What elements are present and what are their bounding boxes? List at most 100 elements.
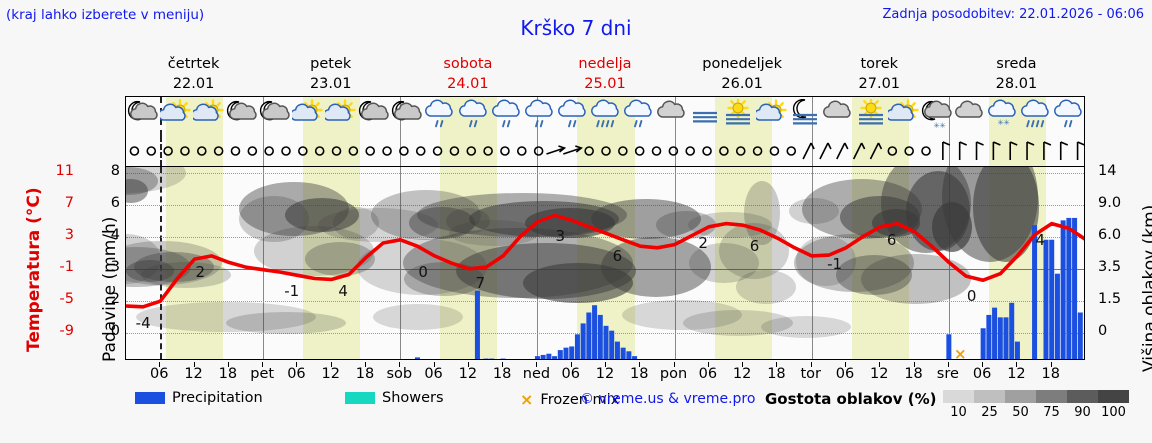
gridline-2: [126, 236, 1084, 238]
cloud-blob-17: [409, 207, 475, 239]
tick-c-1: 9.0: [1098, 194, 1122, 211]
temperature-label-5: 7: [475, 274, 486, 293]
x-label-11: ned: [522, 366, 551, 382]
precipitation-bar: [986, 314, 992, 359]
cloud-density-colorbar-labels: 10 25 50 75 90 100: [943, 405, 1129, 420]
copyright-link[interactable]: © vreme.us & vreme.pro: [580, 391, 756, 407]
cloud-icon: [822, 99, 854, 133]
tick-t-5: -9: [59, 322, 74, 339]
frozen-mix-marker: ×: [954, 345, 967, 360]
precipitation-bar: [592, 305, 598, 359]
cloud-sleet-icon: ✳ ✳: [987, 99, 1019, 133]
sun-fog-icon: [722, 99, 754, 133]
cloud-blob-11: [285, 198, 359, 232]
day-header-2: sobota 24.01: [399, 52, 536, 96]
cloud-blob-16: [371, 190, 481, 240]
cloud-blob-41: [794, 234, 914, 292]
density-swatch-5: [1098, 390, 1129, 403]
density-tick-1: 25: [981, 405, 998, 420]
temperature-label-0: -4: [135, 313, 151, 332]
daylight-band-0: [166, 136, 224, 166]
precipitation-bar: [1043, 239, 1049, 359]
temperature-label-8: 2: [698, 233, 708, 252]
day-name: nedelja: [578, 56, 632, 72]
cloud-blob-5: [126, 260, 174, 282]
day-separator-4: [674, 167, 676, 359]
density-tick-0: 10: [950, 405, 967, 420]
precipitation-bar: [992, 307, 998, 359]
cloud-blob-32: [689, 243, 759, 283]
day-date: 26.01: [721, 76, 763, 92]
day-separator-5: [811, 167, 813, 359]
x-label-15: pon: [659, 366, 688, 382]
x-label-3: pet: [250, 366, 275, 382]
density-swatch-1: [974, 390, 1005, 403]
cloud-blob-36: [789, 198, 839, 224]
current-time-line: [160, 167, 163, 359]
cloud-rain-heavy-icon: [1020, 99, 1052, 133]
day-separator-2: [400, 136, 402, 166]
precipitation-bar: [1054, 273, 1060, 359]
day-header-6: sreda 28.01: [948, 52, 1085, 96]
tick-p-4: 2: [110, 290, 120, 307]
tick-t-4: -5: [59, 290, 74, 307]
x-tick: [1016, 362, 1018, 367]
legend-frozen-mix: × Frozen mix: [520, 390, 619, 409]
tick-c-5: 0: [1098, 322, 1108, 339]
cloud-icon: [656, 99, 688, 133]
temperature-label-6: 3: [555, 227, 566, 246]
x-tick: [776, 362, 778, 367]
cloud-rain-icon: [623, 99, 655, 133]
cloud-blob-54: [761, 316, 851, 338]
precipitation-bar: [1032, 225, 1038, 359]
forecast-plot: × -4 2 -1 4 0 7 3 6 2 6 -1 6 0 4: [125, 166, 1085, 360]
x-tick: [159, 362, 161, 367]
tick-c-0: 14: [1098, 162, 1117, 179]
x-label-10: 18: [492, 366, 512, 382]
location-menu-note[interactable]: (kraj lahko izberete v meniju): [6, 7, 205, 23]
x-tick: [913, 362, 915, 367]
day-header-strip: četrtek 22.01 petek 23.01 sobota 24.01 nedelja…: [125, 52, 1085, 96]
x-label-2: 18: [218, 366, 238, 382]
moon-snow-icon: ✳ ✳: [921, 99, 953, 133]
cloud-blob-2: [126, 179, 148, 203]
precipitation-bar: [1049, 239, 1055, 359]
sun-cloud-icon: [755, 99, 788, 133]
density-tick-2: 50: [1012, 405, 1029, 420]
tick-p-2: 4: [110, 226, 120, 243]
x-label-21: 12: [870, 366, 889, 382]
chart-legend: Precipitation Showers × Frozen mix © vre…: [125, 386, 1152, 426]
cloud-density-shading: [126, 167, 1039, 338]
legend-precipitation: Precipitation: [135, 390, 263, 406]
daylight-band-4: [714, 167, 772, 359]
density-swatch-0: [943, 390, 974, 403]
cloud-blob-42: [836, 255, 912, 295]
cloud-blob-35: [736, 270, 796, 304]
legend-frozen-mix-label: Frozen mix: [540, 391, 620, 408]
x-tick: [399, 362, 401, 367]
precipitation-bar: [997, 317, 1003, 359]
svg-text:✳: ✳: [1004, 118, 1010, 127]
cloud-rain-icon: [458, 99, 490, 133]
cloud-blob-29: [601, 237, 711, 297]
precipitation-bar: [626, 351, 632, 359]
temperature-label-4: 0: [418, 262, 428, 281]
moon-cloud-icon: [358, 99, 390, 133]
precipitation-bar: [1014, 341, 1020, 359]
last-update-label: Zadnja posodobitev: 22.01.2026 - 06:06: [882, 7, 1144, 22]
cloud-rain-icon: [557, 99, 589, 133]
tick-t-3: -1: [59, 258, 74, 275]
x-label-9: 12: [458, 366, 478, 382]
day-date: 27.01: [858, 76, 901, 92]
x-label-12: 06: [561, 366, 580, 382]
gridline-0: [126, 172, 1084, 174]
day-separator-1: [263, 167, 265, 359]
x-tick: [605, 362, 606, 367]
svg-text:✳: ✳: [933, 121, 939, 130]
precipitation-swatch: [135, 392, 165, 404]
x-tick: [365, 362, 366, 367]
precipitation-bars: [414, 217, 1083, 359]
tick-t-2: 3: [64, 226, 74, 243]
density-tick-5: 100: [1101, 405, 1126, 420]
precipitation-bar: [474, 290, 480, 359]
